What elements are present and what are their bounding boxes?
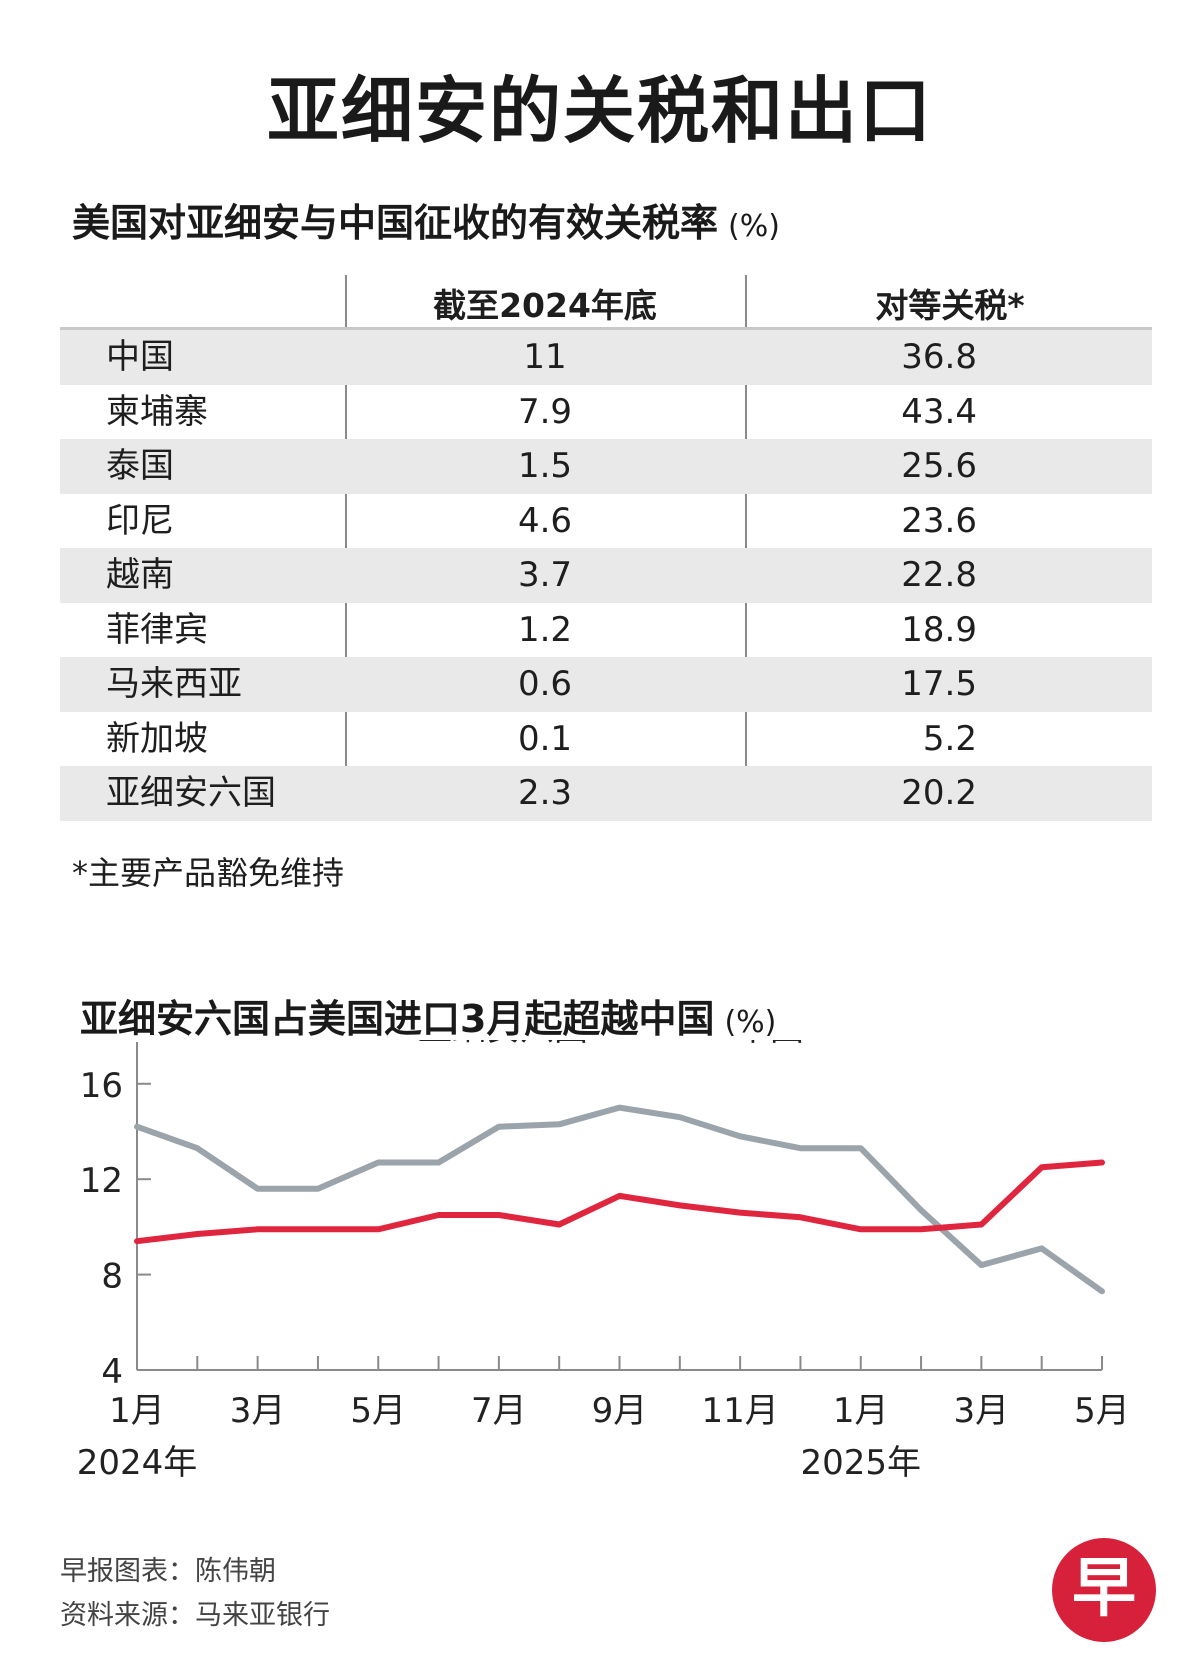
cell-country: 亚细安六国 (106, 773, 276, 813)
table-footnote: *主要产品豁免维持 (72, 854, 345, 892)
x-tick-label: 5月 (1074, 1391, 1130, 1431)
line-chart: 4 8 12 16 1月 3月 5月 7月 9月 11月 1月 3月 5月 2024年 2025年 亚细安六国… (77, 1040, 1130, 1483)
cell-country: 菲律宾 (106, 609, 208, 650)
x-tick-label: 1月 (833, 1391, 889, 1431)
table-row: 新加坡 0.1 5.2 (60, 712, 1152, 767)
chart-title-text: 亚细安六国占美国进口3月起超越中国 (80, 997, 715, 1041)
cell-reciprocal: 43.4 (901, 391, 977, 432)
cell-end2024: 4.6 (517, 500, 573, 541)
series-line-china (134, 1104, 1105, 1295)
y-tick-label: 12 (80, 1161, 123, 1201)
column-divider (745, 275, 747, 813)
legend-label: 亚细安六国 (418, 1040, 588, 1049)
cell-end2024: 0.1 (517, 718, 573, 759)
legend-label: 中国 (736, 1040, 804, 1049)
cell-end2024: 1.2 (517, 609, 573, 650)
table-row: 泰国 1.5 25.6 (60, 439, 1152, 494)
y-tick-label: 16 (80, 1066, 123, 1106)
cell-reciprocal: 17.5 (901, 664, 977, 704)
cell-end2024: 0.6 (517, 664, 573, 704)
cell-reciprocal: 20.2 (901, 773, 977, 813)
y-tick-label: 4 (101, 1352, 123, 1392)
table-row: 中国 11 36.8 (60, 330, 1152, 385)
x-tick-label: 1月 (109, 1391, 165, 1431)
cell-end2024: 7.9 (517, 391, 573, 432)
x-tick-label: 7月 (471, 1391, 527, 1431)
zaobao-logo: 早 (1052, 1538, 1156, 1642)
table-row: 马来西亚 0.6 17.5 (60, 657, 1152, 712)
x-tick-label: 3月 (230, 1391, 286, 1431)
x-tick-label: 11月 (701, 1391, 778, 1431)
cell-country: 马来西亚 (106, 664, 242, 704)
cell-reciprocal: 25.6 (901, 446, 977, 486)
x-year-label: 2025年 (800, 1443, 921, 1483)
table-title: 美国对亚细安与中国征收的有效关税率 (%) (72, 192, 780, 247)
credit-graphic: 早报图表：陈伟朝 (60, 1556, 276, 1587)
cell-end2024: 1.5 (517, 446, 573, 486)
cell-reciprocal: 22.8 (901, 555, 977, 595)
table-row: 越南 3.7 22.8 (60, 548, 1152, 603)
table-row: 亚细安六国 2.3 20.2 (60, 766, 1152, 821)
cell-reciprocal: 36.8 (901, 337, 977, 377)
cell-country: 泰国 (106, 446, 174, 486)
chart-unit: (%) (724, 1005, 777, 1040)
cell-end2024: 3.7 (517, 555, 573, 595)
cell-country: 印尼 (106, 500, 174, 541)
chart-title: 亚细安六国占美国进口3月起超越中国 (%) (80, 988, 776, 1043)
page-title: 亚细安的关税和出口 (266, 69, 933, 153)
header-end2024: 截至2024年底 (433, 286, 657, 325)
table-header: 截至2024年底 对等关税* (60, 275, 1152, 330)
cell-reciprocal: 23.6 (901, 500, 977, 541)
table-unit: (%) (728, 209, 780, 244)
cell-country: 中国 (106, 337, 174, 377)
cell-reciprocal: 18.9 (901, 609, 977, 650)
x-tick-label: 5月 (350, 1391, 406, 1431)
cell-country: 新加坡 (106, 718, 208, 759)
cell-country: 越南 (106, 555, 174, 595)
x-year-label: 2024年 (77, 1443, 198, 1483)
table-title-text: 美国对亚细安与中国征收的有效关税率 (72, 201, 719, 245)
credits: 早报图表：陈伟朝 资料来源：马来亚银行 (60, 1550, 330, 1638)
cell-reciprocal: 5.2 (922, 718, 977, 759)
x-tick-label: 3月 (954, 1391, 1010, 1431)
column-divider (345, 275, 347, 813)
credit-source: 资料来源：马来亚银行 (60, 1600, 330, 1631)
table-row: 柬埔寨 7.9 43.4 (60, 385, 1152, 440)
y-tick-label: 8 (101, 1257, 123, 1297)
table-row: 印尼 4.6 23.6 (60, 494, 1152, 549)
tariff-table: 截至2024年底 对等关税* 中国 11 36.8 柬埔寨 7.9 43.4 泰… (60, 275, 1152, 821)
cell-end2024: 11 (523, 337, 567, 377)
header-reciprocal: 对等关税* (875, 286, 1025, 325)
series-line-asean6 (134, 1159, 1105, 1245)
table-row: 菲律宾 1.2 18.9 (60, 603, 1152, 658)
cell-end2024: 2.3 (517, 773, 573, 813)
cell-country: 柬埔寨 (106, 391, 208, 432)
x-tick-label: 9月 (592, 1391, 648, 1431)
